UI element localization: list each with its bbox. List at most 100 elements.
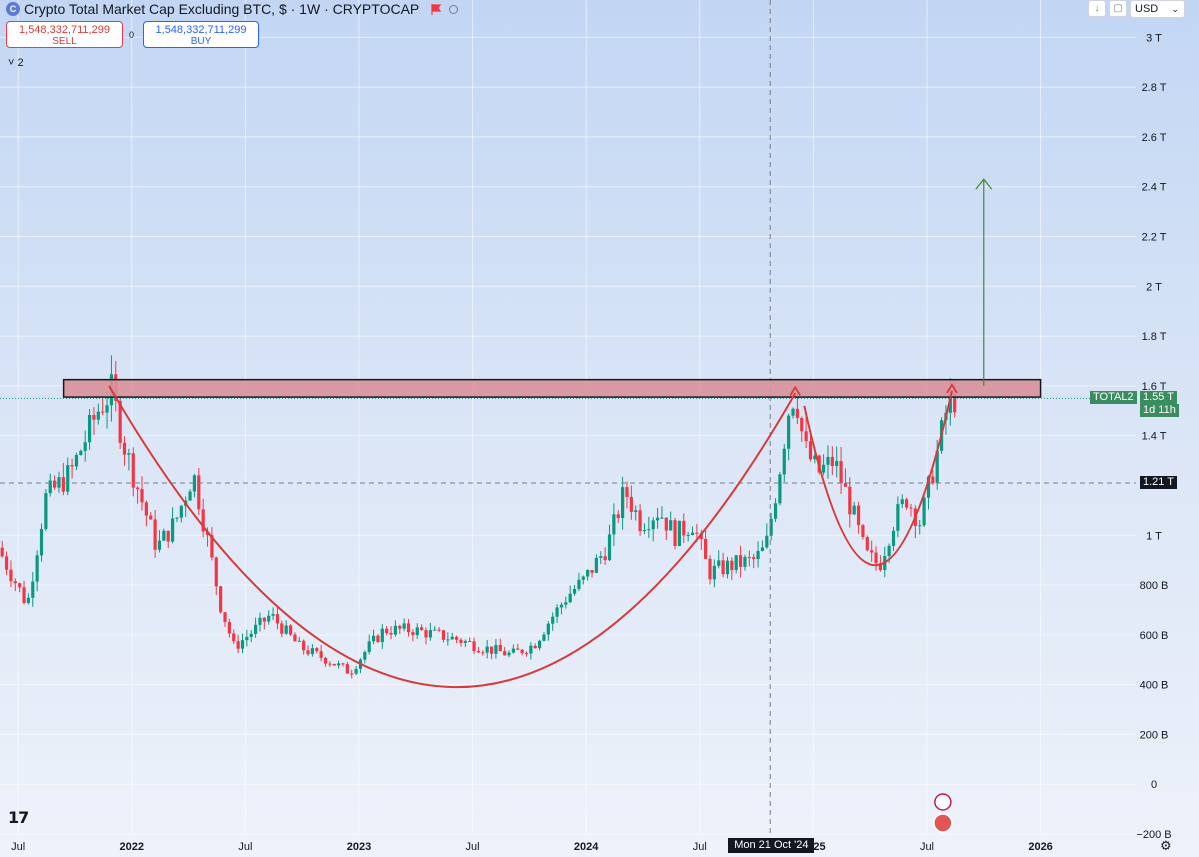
candle-body <box>385 628 389 633</box>
cup-curve <box>108 385 797 689</box>
candle-body <box>468 640 472 642</box>
candle-body <box>48 480 52 494</box>
candle-body <box>870 550 874 553</box>
crosshair-date-label: Mon 21 Oct '24 <box>728 838 815 853</box>
candle-body <box>118 400 122 443</box>
candle-body <box>31 581 35 598</box>
candle-body <box>275 614 280 624</box>
candle-body <box>162 530 166 541</box>
candle-body <box>760 547 765 551</box>
candle-body <box>79 450 83 455</box>
sell-button[interactable]: 1,548,332,711,299 SELL <box>6 21 123 48</box>
candle-body <box>411 632 415 636</box>
candle-body <box>179 505 183 518</box>
candle-body <box>214 557 218 587</box>
candle-body <box>629 496 633 512</box>
time-axis[interactable]: Jul2022Jul2023Jul2024Jul2025Jul2026 <box>11 841 1053 853</box>
curve-arrowhead <box>946 383 958 394</box>
chart-title[interactable]: Crypto Total Market Cap Excluding BTC, $… <box>24 1 420 17</box>
price-axis[interactable]: 3 T 2.8 T 2.6 T 2.4 T 2.2 T 2 T 1.8 T 1.6 T 1.4 … <box>1136 32 1171 841</box>
candle-body <box>918 525 922 527</box>
candle-body <box>935 450 939 484</box>
price-tag-value: 1.55 T <box>1140 391 1177 405</box>
market-status-icon[interactable] <box>449 4 459 14</box>
candle-body <box>101 411 105 413</box>
candle-body <box>175 517 179 519</box>
candle-body <box>39 528 44 556</box>
x-tick-label: Jul <box>920 841 934 853</box>
candle-body <box>773 503 778 519</box>
candle-body <box>577 579 581 589</box>
candle-body <box>192 475 197 492</box>
y-tick-label: 800 B <box>1140 580 1169 592</box>
candle-body <box>516 648 520 650</box>
candle-body <box>922 497 926 526</box>
x-tick-label: Jul <box>238 841 252 853</box>
candle-body <box>594 557 598 573</box>
candle-body <box>210 535 214 558</box>
y-tick-label: 200 B <box>1140 729 1169 741</box>
candle-body <box>891 530 896 546</box>
target-arrow-head <box>975 178 993 190</box>
buy-label: BUY <box>190 36 212 47</box>
candle-body <box>258 617 262 625</box>
candle-body <box>498 644 502 652</box>
candle-body <box>105 405 109 413</box>
candle-body <box>524 653 529 655</box>
currency-select[interactable]: USD ⌄ <box>1130 0 1185 18</box>
candle-body <box>61 477 65 492</box>
arrow-down-icon[interactable]: ↓ <box>1088 0 1106 17</box>
candle-body <box>564 602 568 605</box>
candle-body <box>262 617 266 622</box>
candle-body <box>350 673 354 675</box>
candle-body <box>651 520 655 530</box>
indicators-toggle[interactable]: ˅ 2 <box>8 57 24 69</box>
y-tick-label: 2.4 T <box>1142 182 1167 194</box>
candle-body <box>446 639 450 641</box>
candle-body <box>249 633 253 637</box>
candle-body <box>721 560 725 575</box>
candle-body <box>848 486 852 515</box>
flag-icon[interactable] <box>431 3 442 15</box>
candle-body <box>795 408 799 418</box>
screenshot-icon[interactable]: ▢ <box>1109 0 1127 17</box>
candle-body <box>542 634 546 641</box>
x-tick-label: 2024 <box>574 841 599 853</box>
candle-body <box>332 663 336 666</box>
candle-body <box>660 517 664 519</box>
candle-body <box>538 640 542 649</box>
currency-value: USD <box>1135 3 1159 15</box>
buy-price: 1,548,332,711,299 <box>155 24 247 36</box>
buy-button[interactable]: 1,548,332,711,299 BUY <box>143 21 259 48</box>
candle-body <box>402 623 406 629</box>
candle-body <box>232 633 236 642</box>
candle-body <box>778 474 782 504</box>
candle-body <box>96 411 100 420</box>
candle-body <box>367 641 371 652</box>
candle-body <box>752 557 756 560</box>
candle-body <box>743 557 747 567</box>
candle-body <box>878 563 882 570</box>
chevron-down-icon: ⌄ <box>1171 4 1179 14</box>
candle-body <box>590 569 594 573</box>
candle-body <box>717 560 721 566</box>
candle-body <box>800 417 804 432</box>
candle-body <box>830 456 834 467</box>
y-tick-label: 1 T <box>1146 530 1162 542</box>
candle-body <box>725 560 730 575</box>
candle-body <box>769 518 773 536</box>
x-tick-label: 2023 <box>347 841 371 853</box>
candle-body <box>476 651 481 653</box>
symbol-header[interactable]: C Crypto Total Market Cap Excluding BTC,… <box>6 0 459 18</box>
candle-body <box>843 483 848 487</box>
candle-body <box>621 487 625 519</box>
candle-body <box>607 534 612 561</box>
tradingview-logo[interactable]: 17 <box>8 808 29 828</box>
candle-body <box>616 514 620 519</box>
candles <box>0 355 957 679</box>
candle-body <box>227 621 231 634</box>
candle-body <box>4 556 9 570</box>
gear-icon[interactable]: ⚙ <box>1160 838 1172 853</box>
candle-body <box>363 651 367 660</box>
